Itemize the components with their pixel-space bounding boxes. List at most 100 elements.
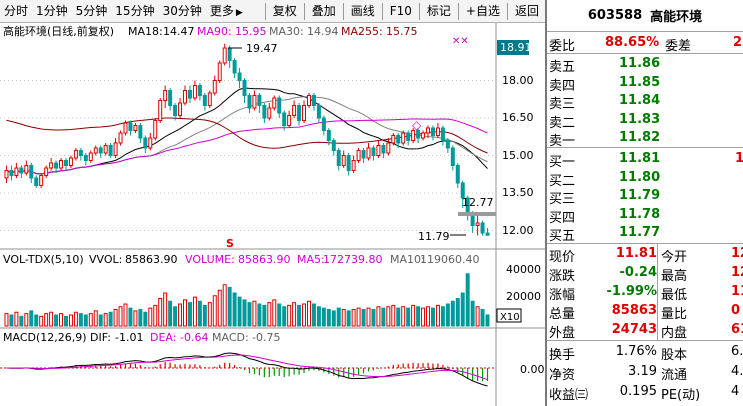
volume-bar [272, 299, 277, 327]
candle-body [192, 85, 197, 99]
stat-value: 12 [731, 265, 743, 280]
period-tab-1min[interactable]: 1分钟 [36, 3, 68, 18]
volume-bar [371, 309, 376, 327]
volume-bar [455, 298, 460, 327]
buy-level-price: 11.78 [619, 206, 661, 222]
volume-bar [277, 303, 282, 327]
volume-bar [326, 309, 331, 327]
volume-bar [237, 296, 242, 327]
buy-level-2[interactable]: 买二 11.80 [547, 169, 743, 189]
candle-body [83, 155, 88, 161]
volume-bar [465, 273, 470, 327]
candle-body [406, 132, 411, 141]
volume-bar [440, 306, 445, 327]
buy-level-3[interactable]: 买三 11.79 [547, 187, 743, 207]
candle-body [455, 165, 460, 184]
extra-label: PE(动) [661, 388, 701, 403]
volume-bar [450, 300, 455, 327]
divider [547, 53, 743, 54]
buy-level-1[interactable]: 买一 11.81 1 [547, 150, 743, 170]
period-toolbar: 分时 1分钟 5分钟 15分钟 30分钟 更多 ▶ 复权 叠加 画线 F10 标记… [0, 0, 545, 23]
candle-body [9, 170, 14, 176]
f10-button[interactable]: F10 [389, 4, 412, 18]
candle-body [416, 130, 421, 139]
period-tab-timeshare[interactable]: 分时 [4, 3, 29, 18]
candle-body [242, 80, 247, 96]
ma90-line [6, 118, 488, 175]
macd-histogram [10, 362, 489, 382]
buy-level-5[interactable]: 买五 11.77 [547, 224, 743, 244]
volume-bar [192, 296, 197, 327]
buy-level-volume: 1 [735, 151, 743, 166]
candle-body [163, 90, 168, 101]
candle-body [73, 150, 78, 159]
sell-level-3[interactable]: 卖三 11.84 [547, 92, 743, 112]
stat-label: 现价 [549, 250, 576, 265]
volume-bar [187, 302, 192, 327]
candle-body [307, 95, 311, 106]
volume-bar [346, 310, 351, 327]
period-tab-15min[interactable]: 15分钟 [115, 3, 155, 18]
overlay-button[interactable]: 叠加 [311, 4, 336, 18]
draw-line-button[interactable]: 画线 [350, 4, 375, 18]
period-tab-5min[interactable]: 5分钟 [75, 3, 108, 18]
mark-button[interactable]: 标记 [426, 4, 451, 18]
candle-body [336, 150, 341, 166]
buy-level-4[interactable]: 买四 11.78 [547, 206, 743, 226]
candle-body [183, 90, 187, 104]
volume-bar [207, 302, 212, 327]
volume-bar [59, 313, 64, 327]
volume-bar [416, 306, 421, 327]
volume-bar [262, 304, 267, 327]
ma18-label: MA18: [128, 25, 163, 38]
stat-value: 24743 [611, 322, 657, 337]
stock-name: 高能环境 [650, 10, 703, 25]
volume-bar [257, 303, 262, 327]
kline-chart-svg[interactable]: 高能环境(日线,前复权) MA18: 14.47 MA90: 15.95 MA3… [0, 23, 545, 406]
add-watchlist-button[interactable]: +自选 [465, 4, 500, 18]
price-axis-label: 18.00 [502, 74, 534, 87]
candle-body [351, 160, 356, 171]
period-more-button[interactable]: 更多 ▶ [206, 0, 247, 23]
divider [547, 243, 743, 244]
volume-bar [222, 284, 227, 327]
current-price-tag [497, 40, 529, 55]
volume-bar [178, 303, 183, 327]
adjust-button[interactable]: 复权 [272, 4, 297, 18]
sell-level-4[interactable]: 卖四 11.85 [547, 74, 743, 94]
candle-body [401, 132, 406, 144]
candle-body [173, 105, 178, 116]
candle-body [411, 130, 416, 141]
volume-bar [267, 302, 272, 327]
volume-indicator-label: VOL-TDX(5,10) [3, 253, 84, 266]
stat-label: 最高 [661, 269, 688, 284]
volume-bar [381, 307, 386, 327]
back-button[interactable]: 返回 [514, 4, 539, 18]
toolbar-divider [457, 2, 459, 20]
candle-body [356, 150, 361, 161]
ma30-value: 14.94 [307, 25, 339, 38]
volume-bar [485, 314, 490, 327]
sell-level-2[interactable]: 卖二 11.83 [547, 111, 743, 131]
macd-indicator-label: MACD(12,26,9) [3, 331, 87, 344]
candle-body [113, 142, 118, 156]
volume-bar [247, 302, 252, 327]
candle-body [247, 95, 252, 109]
candle-body [153, 120, 158, 139]
volume-bar [133, 310, 138, 327]
kline-chart-area[interactable]: 高能环境(日线,前复权) MA18: 14.47 MA90: 15.95 MA3… [0, 23, 545, 406]
ma255-label: MA255: [341, 25, 383, 38]
volume-bar [173, 306, 178, 327]
volume-bar [123, 303, 128, 327]
volume-bar [113, 309, 118, 327]
volume-bar [197, 300, 202, 327]
candle-body [460, 182, 465, 199]
extra-row: 净资 3.19 流通 4.8 [547, 363, 743, 383]
candle-body [227, 47, 232, 61]
candle-body [59, 160, 64, 169]
period-tab-30min[interactable]: 30分钟 [162, 3, 202, 18]
extra-value: 3.19 [628, 364, 657, 379]
toolbar-divider [381, 2, 383, 20]
sell-level-1[interactable]: 卖一 11.82 [547, 129, 743, 149]
sell-level-5[interactable]: 卖五 11.86 [547, 55, 743, 75]
